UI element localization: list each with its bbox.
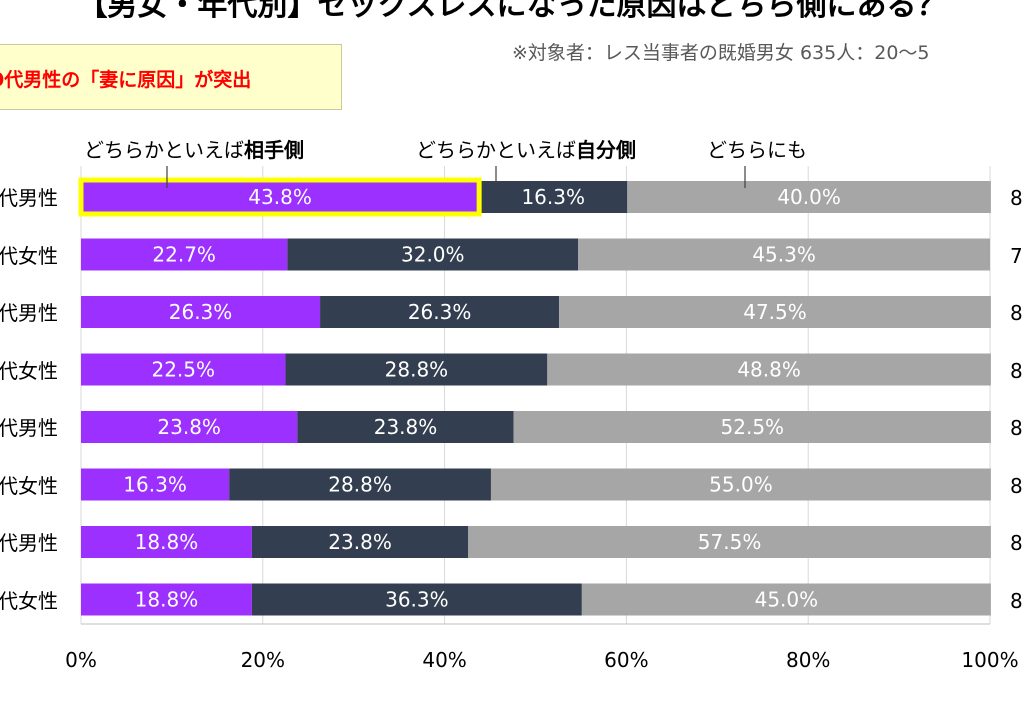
- x-tick-label-0: 0%: [65, 648, 97, 672]
- count-label-4: 8: [1010, 416, 1023, 440]
- row-label-7: 代女性: [0, 588, 58, 613]
- bar-s0-r0: [81, 181, 480, 213]
- x-tick-label-3: 60%: [604, 648, 649, 672]
- bar-value-label-s0-r2: 26.3%: [169, 300, 233, 324]
- row-label-5: 代女性: [0, 473, 58, 498]
- x-tick-label-5: 100%: [961, 648, 1019, 672]
- bar-value-label-s0-r7: 18.8%: [135, 588, 199, 612]
- bar-s2-r5: [490, 468, 991, 501]
- bar-value-label-s1-r3: 28.8%: [385, 358, 449, 382]
- count-label-3: 8: [1010, 358, 1023, 383]
- legend-label-0: どちらかといえば相手側: [84, 134, 304, 163]
- bar-value-label-s1-r5: 28.8%: [328, 473, 392, 497]
- bar-s1-r0: [479, 181, 628, 213]
- bar-value-label-s0-r5: 16.3%: [123, 473, 187, 497]
- bar-value-label-s1-r7: 36.3%: [385, 588, 449, 612]
- bar-value-label-s2-r6: 57.5%: [698, 530, 762, 554]
- bar-s2-r0: [627, 181, 991, 213]
- count-label-0: 8: [1010, 186, 1023, 210]
- bar-s2-r7: [581, 583, 991, 616]
- bar-value-label-s2-r3: 48.8%: [737, 358, 801, 382]
- bar-s2-r2: [559, 296, 991, 328]
- row-label-2: 代男性: [0, 301, 58, 325]
- bar-s0-r6: [81, 526, 252, 558]
- row-label-6: 代男性: [0, 531, 58, 555]
- bar-value-label-s1-r0: 16.3%: [521, 185, 585, 209]
- x-tick-label-1: 20%: [240, 648, 286, 672]
- bar-value-label-s2-r4: 52.5%: [721, 415, 785, 439]
- count-label-7: 8: [1010, 588, 1023, 613]
- chart-subtitle: ※対象者：レス当事者の既婚男女 635人：20〜5: [512, 42, 930, 64]
- bar-value-label-s2-r5: 55.0%: [709, 473, 773, 497]
- legend-prefix-1: どちらかといえば: [416, 138, 576, 162]
- x-tick-label-4: 80%: [785, 648, 831, 672]
- bar-s2-r3: [547, 353, 991, 386]
- bar-value-label-s2-r1: 45.3%: [752, 243, 816, 267]
- count-label-2: 8: [1010, 301, 1023, 325]
- bar-value-label-s1-r4: 23.8%: [374, 415, 438, 439]
- bar-s2-r1: [578, 238, 990, 271]
- bar-value-label-s0-r1: 22.7%: [152, 243, 216, 267]
- callout-box: 0代男性の「妻に原因」が突出: [0, 44, 342, 110]
- row-label-3: 代女性: [0, 358, 58, 383]
- bar-s1-r5: [229, 468, 491, 501]
- bar-value-label-s2-r0: 40.0%: [777, 185, 841, 209]
- bar-value-label-s2-r7: 45.0%: [755, 588, 819, 612]
- bar-value-label-s0-r0: 43.8%: [248, 185, 312, 209]
- highlight-box: [78, 177, 482, 217]
- bar-s0-r2: [81, 296, 321, 328]
- x-tick-label-2: 40%: [422, 648, 467, 672]
- bar-value-label-s0-r6: 18.8%: [135, 530, 199, 554]
- bar-value-label-s2-r2: 47.5%: [743, 300, 807, 324]
- bar-s1-r6: [251, 526, 469, 558]
- bar-value-label-s1-r6: 23.8%: [328, 530, 392, 554]
- legend-prefix-2: どちらにも: [707, 138, 807, 162]
- bar-s0-r5: [81, 468, 230, 501]
- bar-s1-r3: [285, 353, 548, 386]
- bar-value-label-s1-r1: 32.0%: [401, 243, 465, 267]
- legend-bold-1: 自分側: [576, 138, 636, 162]
- bar-s1-r2: [320, 296, 560, 328]
- bar-s1-r4: [297, 411, 514, 443]
- callout-text: 0代男性の「妻に原因」が突出: [0, 69, 252, 91]
- bar-s0-r1: [81, 238, 288, 271]
- bar-s1-r1: [287, 238, 579, 271]
- count-label-5: 8: [1010, 473, 1023, 498]
- chart-title: 【男女・年代別】セックスレスになった原因はどちら側にある？: [77, 0, 947, 23]
- bar-s2-r6: [468, 526, 991, 558]
- bar-value-label-s0-r3: 22.5%: [151, 358, 215, 382]
- count-label-6: 8: [1010, 531, 1023, 555]
- bar-s0-r7: [81, 583, 252, 616]
- bar-s0-r3: [81, 353, 286, 386]
- legend-label-2: どちらにも: [707, 134, 807, 163]
- bar-value-label-s0-r4: 23.8%: [157, 415, 221, 439]
- bar-value-label-s1-r2: 26.3%: [408, 300, 472, 324]
- bar-s2-r4: [513, 411, 991, 443]
- count-label-1: 7: [1010, 243, 1023, 268]
- legend-bold-0: 相手側: [244, 138, 304, 162]
- row-label-0: 代男性: [0, 186, 58, 210]
- legend-label-1: どちらかといえば自分側: [416, 134, 636, 163]
- row-label-1: 代女性: [0, 243, 58, 268]
- legend-prefix-0: どちらかといえば: [84, 138, 244, 162]
- bar-s1-r7: [251, 583, 582, 616]
- row-label-4: 代男性: [0, 416, 58, 440]
- bar-s0-r4: [81, 411, 298, 443]
